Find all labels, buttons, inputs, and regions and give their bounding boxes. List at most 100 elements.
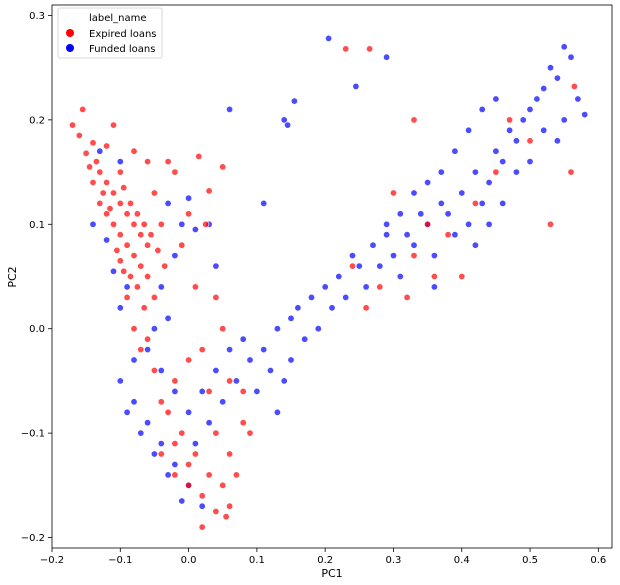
point-funded	[465, 126, 473, 134]
point-expired	[116, 257, 124, 265]
point-funded	[144, 419, 152, 427]
point-expired	[506, 116, 514, 124]
point-expired	[157, 398, 165, 406]
point-expired	[471, 199, 479, 207]
legend-box	[57, 7, 163, 59]
point-funded	[123, 408, 131, 416]
point-expired	[191, 283, 199, 291]
point-expired	[150, 366, 158, 374]
point-expired	[96, 168, 104, 176]
y-tick-label: −0.2	[21, 533, 45, 544]
point-expired	[366, 45, 374, 53]
point-funded	[471, 241, 479, 249]
point-expired	[103, 179, 111, 187]
point-funded	[307, 293, 315, 301]
point-expired	[137, 346, 145, 354]
point-expired	[342, 45, 350, 53]
point-expired	[212, 429, 220, 437]
point-expired	[144, 272, 152, 280]
point-expired	[89, 139, 97, 147]
point-expired	[82, 149, 90, 157]
point-expired	[195, 152, 203, 160]
point-expired	[526, 137, 534, 145]
point-funded	[185, 408, 193, 416]
legend-label-expired: Expired loans	[89, 29, 157, 40]
point-expired	[239, 387, 247, 395]
y-axis-ticks: −0.2 −0.1 0.0 0.1 0.2 0.3	[21, 11, 52, 544]
point-expired	[171, 440, 179, 448]
point-funded	[178, 220, 186, 228]
point-expired	[171, 471, 179, 479]
point-expired	[178, 429, 186, 437]
point-expired	[348, 262, 356, 270]
point-funded	[157, 366, 165, 374]
point-expired	[110, 121, 118, 129]
point-expired	[178, 241, 186, 249]
point-expired	[232, 471, 240, 479]
point-expired	[410, 116, 418, 124]
point-expired	[246, 429, 254, 437]
point-expired	[185, 210, 193, 218]
point-expired	[127, 272, 135, 280]
point-expired	[362, 304, 370, 312]
point-funded	[171, 460, 179, 468]
point-funded	[157, 440, 165, 448]
point-funded	[410, 189, 418, 197]
point-funded	[198, 387, 206, 395]
point-funded	[287, 356, 295, 364]
point-funded	[212, 262, 220, 270]
point-funded	[376, 262, 384, 270]
point-expired	[157, 450, 165, 458]
point-expired	[444, 231, 452, 239]
point-expired	[127, 199, 135, 207]
point-funded	[560, 43, 568, 51]
point-funded	[417, 210, 425, 218]
point-expired	[116, 168, 124, 176]
point-funded	[512, 137, 520, 145]
point-expired	[376, 283, 384, 291]
point-expired	[546, 220, 554, 228]
point-expired	[130, 252, 138, 260]
point-expired	[226, 377, 234, 385]
point-funded	[519, 116, 527, 124]
point-expired	[458, 272, 466, 280]
point-funded	[150, 450, 158, 458]
point-funded	[212, 366, 220, 374]
point-expired	[92, 158, 100, 166]
point-expired	[389, 189, 397, 197]
legend-marker-funded	[66, 44, 74, 52]
point-funded	[437, 199, 445, 207]
point-expired	[144, 335, 152, 343]
point-funded	[178, 497, 186, 505]
point-funded	[328, 304, 336, 312]
point-funded	[465, 220, 473, 228]
point-expired	[150, 293, 158, 301]
x-tick-label: 0.4	[454, 555, 470, 566]
point-funded	[567, 53, 575, 61]
y-tick-label: 0.3	[29, 11, 45, 22]
point-funded	[506, 126, 514, 134]
point-funded	[383, 231, 391, 239]
point-expired	[198, 346, 206, 354]
point-funded	[499, 199, 507, 207]
point-funded	[540, 85, 548, 93]
point-expired	[492, 168, 500, 176]
y-axis-label: PC2	[6, 266, 19, 287]
point-expired	[219, 163, 227, 171]
y-tick-label: 0.0	[29, 324, 45, 335]
point-funded	[116, 158, 124, 166]
point-expired	[410, 252, 418, 260]
point-expired	[430, 272, 438, 280]
point-expired	[103, 142, 111, 150]
point-expired	[86, 163, 94, 171]
point-expired	[212, 507, 220, 515]
point-funded	[239, 335, 247, 343]
point-funded	[499, 158, 507, 166]
x-tick-label: 0.5	[522, 555, 538, 566]
point-funded	[383, 53, 391, 61]
x-axis-label: PC1	[321, 567, 342, 580]
point-expired	[226, 450, 234, 458]
point-funded	[403, 231, 411, 239]
point-funded	[335, 272, 343, 280]
point-funded	[526, 105, 534, 113]
